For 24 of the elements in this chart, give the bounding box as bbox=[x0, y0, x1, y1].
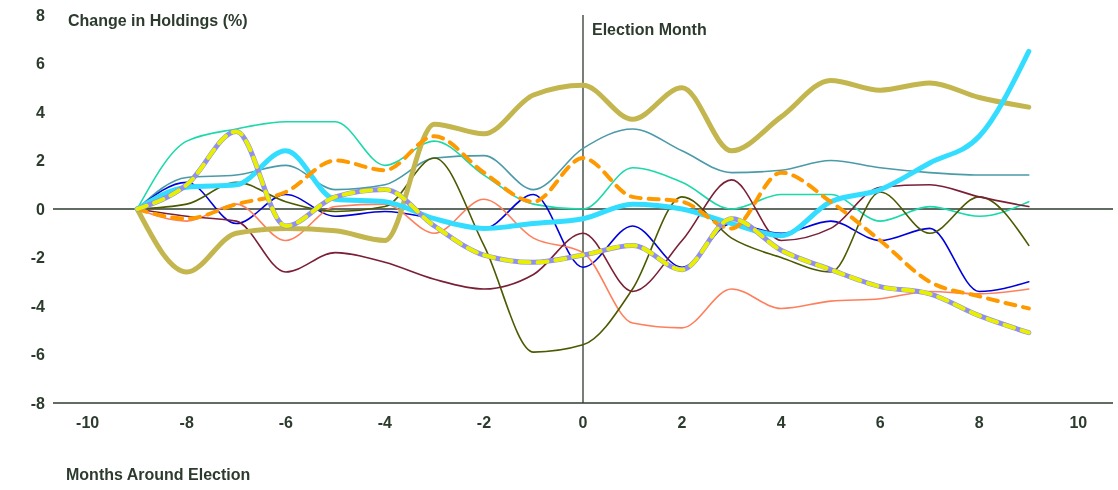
y-tick-label: -2 bbox=[30, 249, 46, 267]
y-tick-label: 6 bbox=[36, 55, 46, 73]
y-tick-label: 8 bbox=[36, 6, 46, 24]
y-tick-label: -4 bbox=[30, 297, 46, 315]
x-tick-label: 2 bbox=[677, 414, 687, 432]
x-tick-label: 4 bbox=[776, 414, 786, 432]
y-axis-title: Change in Holdings (%) bbox=[68, 12, 248, 30]
y-tick-label: -8 bbox=[30, 394, 46, 412]
x-tick-label: -6 bbox=[278, 414, 294, 432]
x-axis-title: Months Around Election bbox=[66, 466, 251, 484]
y-tick-label: 2 bbox=[36, 152, 46, 170]
x-tick-label: 6 bbox=[875, 414, 885, 432]
x-tick-label: 0 bbox=[578, 414, 588, 432]
line-series bbox=[136, 120, 1030, 222]
x-tick-label: -10 bbox=[76, 414, 100, 432]
y-tick-label: -6 bbox=[30, 346, 46, 364]
y-tick-label: 4 bbox=[36, 103, 46, 121]
x-tick-label: 10 bbox=[1069, 414, 1088, 432]
ref-line-label: Election Month bbox=[592, 21, 707, 39]
y-tick-label: 0 bbox=[36, 200, 46, 218]
x-tick-label: -4 bbox=[377, 414, 393, 432]
x-tick-label: -2 bbox=[476, 414, 492, 432]
x-tick-label: -8 bbox=[179, 414, 194, 432]
x-tick-label: 8 bbox=[974, 414, 984, 432]
